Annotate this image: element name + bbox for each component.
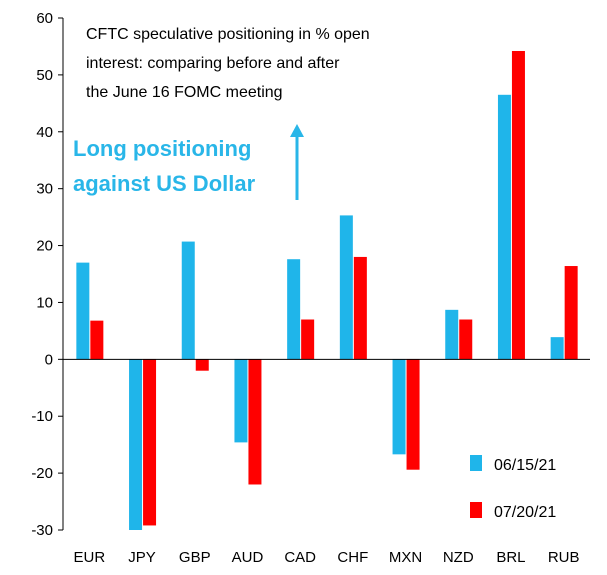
y-tick-label: -10 bbox=[31, 408, 53, 425]
y-tick-label: 50 bbox=[36, 67, 53, 84]
x-tick-label-rub: RUB bbox=[548, 549, 580, 566]
bar-chf-07-20-21 bbox=[353, 256, 367, 360]
annotation-line-1: Long positioning bbox=[73, 136, 251, 161]
y-tick-label: 20 bbox=[36, 238, 53, 255]
x-tick-label-brl: BRL bbox=[496, 549, 525, 566]
y-tick-label: -30 bbox=[31, 522, 53, 539]
x-axis-labels: EUR JPY GBP AUD CAD CHF MXN NZD BRL RUB bbox=[74, 549, 580, 566]
bar-mxn-07-20-21 bbox=[406, 359, 420, 470]
y-tick-label: 60 bbox=[36, 10, 53, 27]
bar-eur-06-15-21 bbox=[76, 262, 90, 360]
bar-nzd-07-20-21 bbox=[459, 319, 473, 360]
bar-cad-07-20-21 bbox=[301, 319, 315, 360]
bar-mxn-06-15-21 bbox=[392, 359, 406, 455]
long-positioning-annotation: Long positioning against US Dollar bbox=[73, 124, 304, 200]
bar-jpy-07-20-21 bbox=[143, 359, 157, 526]
title-line-2: interest: comparing before and after bbox=[86, 55, 340, 72]
title-line-3: the June 16 FOMC meeting bbox=[86, 84, 283, 101]
x-tick-label-eur: EUR bbox=[74, 549, 106, 566]
y-tick-label: 40 bbox=[36, 124, 53, 141]
chart-title: CFTC speculative positioning in % open i… bbox=[86, 26, 370, 101]
bar-gbp-07-20-21 bbox=[195, 359, 209, 371]
y-tick-label: -20 bbox=[31, 465, 53, 482]
annotation-line-2: against US Dollar bbox=[73, 171, 256, 196]
title-line-1: CFTC speculative positioning in % open bbox=[86, 26, 370, 43]
bar-eur-07-20-21 bbox=[90, 320, 104, 360]
x-tick-label-gbp: GBP bbox=[179, 549, 211, 566]
bar-rub-06-15-21 bbox=[550, 337, 564, 360]
x-tick-label-jpy: JPY bbox=[128, 549, 156, 566]
x-tick-label-cad: CAD bbox=[284, 549, 316, 566]
y-axis-ticks: -30 -20 -10 0 10 20 30 40 50 60 bbox=[31, 10, 63, 539]
bars bbox=[76, 50, 578, 530]
x-tick-label-aud: AUD bbox=[232, 549, 264, 566]
x-tick-label-mxn: MXN bbox=[389, 549, 422, 566]
bar-aud-06-15-21 bbox=[234, 359, 248, 443]
y-tick-label: 10 bbox=[36, 294, 53, 311]
bar-cad-06-15-21 bbox=[287, 259, 301, 360]
x-tick-label-chf: CHF bbox=[337, 549, 368, 566]
y-tick-label: 30 bbox=[36, 181, 53, 198]
legend-label-06-15-21: 06/15/21 bbox=[494, 457, 556, 474]
bar-aud-07-20-21 bbox=[248, 359, 262, 485]
bar-nzd-06-15-21 bbox=[445, 309, 459, 360]
legend-label-07-20-21: 07/20/21 bbox=[494, 504, 556, 521]
bar-rub-07-20-21 bbox=[564, 266, 578, 360]
bar-jpy-06-15-21 bbox=[129, 359, 143, 530]
y-tick-label: 0 bbox=[45, 351, 53, 368]
bar-brl-06-15-21 bbox=[497, 94, 511, 360]
bar-brl-07-20-21 bbox=[511, 50, 525, 360]
legend-swatch-06-15-21 bbox=[470, 455, 482, 471]
x-tick-label-nzd: NZD bbox=[443, 549, 474, 566]
up-arrow-head-icon bbox=[290, 124, 304, 137]
bar-gbp-06-15-21 bbox=[181, 241, 195, 360]
legend: 06/15/21 07/20/21 bbox=[470, 455, 556, 521]
legend-swatch-07-20-21 bbox=[470, 502, 482, 518]
bar-chf-06-15-21 bbox=[339, 215, 353, 360]
